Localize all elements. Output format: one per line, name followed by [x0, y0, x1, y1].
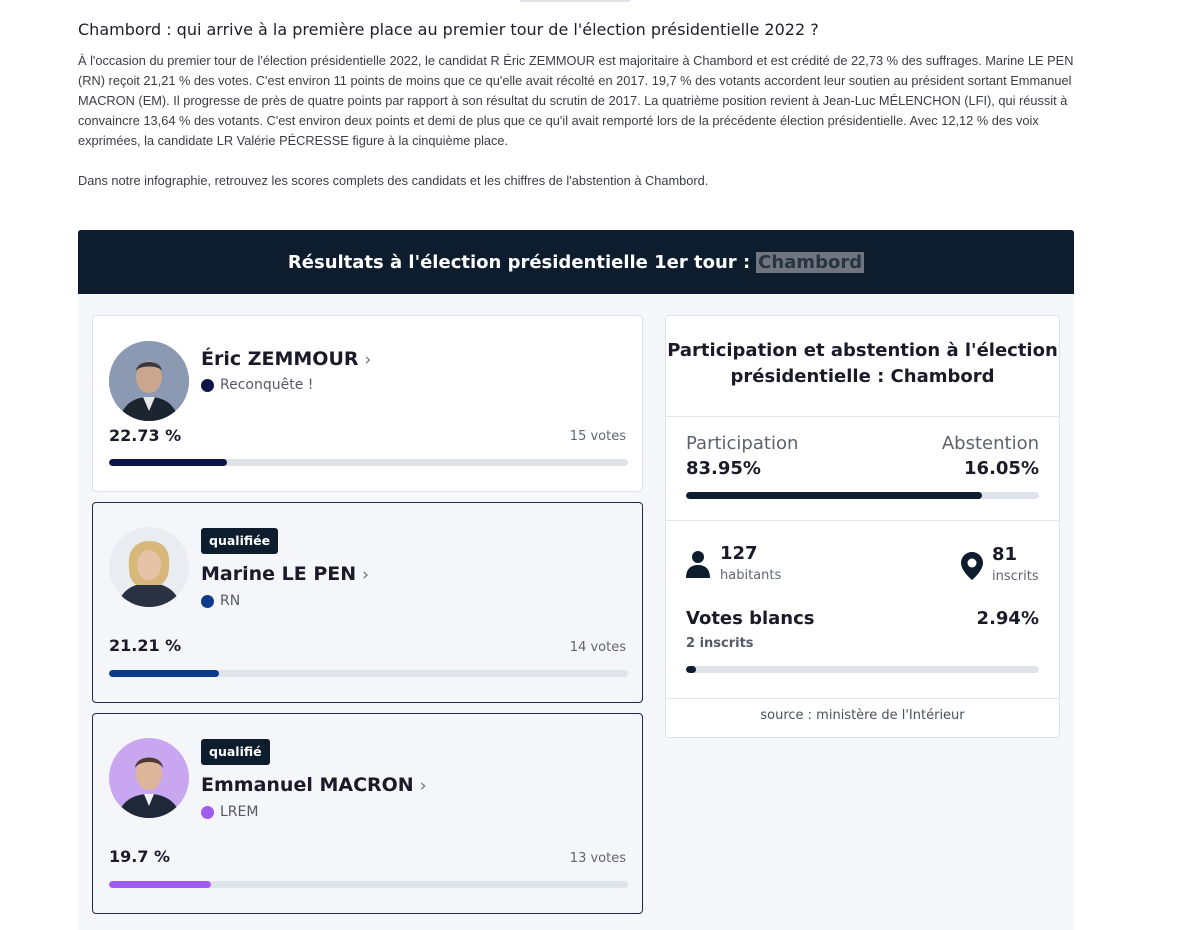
participation-bar-fill: [686, 492, 983, 499]
party-color-dot: [201, 805, 214, 819]
blank-votes-bar-fill: [686, 666, 697, 673]
candidate-percentage: 19.7 %: [109, 847, 171, 866]
abstention-value: 16.05%: [964, 458, 1039, 479]
source-note: source : ministère de l'Intérieur: [760, 708, 965, 723]
blank-votes-bar-track: [686, 666, 1039, 673]
participation-bar-track: [686, 492, 1039, 499]
participation-label: Participation: [686, 433, 799, 454]
chevron-right-icon: ›: [364, 350, 372, 370]
participation-value: 83.95%: [686, 458, 761, 479]
widget-header-title: Résultats à l'élection présidentielle 1e…: [287, 251, 751, 273]
article-paragraph: À l'occasion du premier tour de l'électi…: [78, 53, 1074, 148]
widget-header: Résultats à l'élection présidentielle 1e…: [78, 230, 1074, 294]
participation-panel: Participation et abstention à l'élection…: [665, 315, 1060, 738]
party-color-dot: [201, 378, 214, 392]
candidate-percentage: 21.21 %: [109, 636, 182, 655]
party-name: Reconquête !: [220, 377, 314, 393]
commune-name: Chambord: [756, 251, 865, 273]
blank-votes-inscrits: 2 inscrits: [686, 636, 754, 651]
candidate-party: Reconquête !: [201, 377, 313, 393]
location-pin-icon: [961, 552, 983, 580]
candidate-name: Emmanuel MACRON: [201, 774, 414, 796]
party-name: LREM: [220, 804, 259, 820]
top-divider: [520, 0, 630, 2]
party-name: RN: [220, 593, 241, 609]
score-bar-fill: [109, 670, 220, 677]
inscrits-count: 81: [992, 544, 1018, 565]
candidate-votes: 15 votes: [569, 429, 626, 444]
article-title: Chambord : qui arrive à la première plac…: [78, 20, 819, 39]
candidate-name-link[interactable]: Emmanuel MACRON ›: [201, 774, 427, 796]
candidate-photo: [109, 341, 189, 421]
candidate-name: Éric ZEMMOUR: [201, 348, 359, 370]
candidate-votes: 13 votes: [569, 851, 626, 866]
candidate-card[interactable]: Éric ZEMMOUR › Reconquête ! 22.73 % 15 vo…: [92, 315, 643, 492]
score-bar-fill: [109, 459, 227, 466]
divider: [666, 520, 1059, 521]
divider: [666, 416, 1059, 417]
habitants-label: habitants: [720, 568, 782, 583]
score-bar-track: [109, 670, 628, 677]
divider: [666, 698, 1059, 699]
qualified-badge: qualifié: [201, 739, 270, 765]
candidate-card[interactable]: qualifiée Marine LE PEN › RN 21.21 % 14 v…: [92, 502, 643, 703]
candidate-card[interactable]: qualifié Emmanuel MACRON › LREM 19.7 % 13…: [92, 713, 643, 914]
score-bar-track: [109, 881, 628, 888]
candidate-party: LREM: [201, 804, 258, 820]
candidate-votes: 14 votes: [569, 640, 626, 655]
blank-votes-title: Votes blancs: [686, 608, 815, 629]
qualified-badge: qualifiée: [201, 528, 279, 554]
person-icon: [686, 551, 710, 578]
article-paragraph: Dans notre infographie, retrouvez les sc…: [78, 173, 709, 188]
party-color-dot: [201, 594, 214, 608]
chevron-right-icon: ›: [419, 776, 427, 796]
chevron-right-icon: ›: [362, 565, 369, 585]
candidate-name-link[interactable]: Marine LE PEN ›: [201, 563, 369, 585]
results-widget: Résultats à l'élection présidentielle 1e…: [78, 230, 1074, 930]
score-bar-fill: [109, 881, 212, 888]
candidate-name-link[interactable]: Éric ZEMMOUR ›: [201, 348, 371, 370]
habitants-count: 127: [720, 543, 758, 564]
participation-title: Participation et abstention à l'élection…: [667, 340, 1058, 387]
candidate-photo: [109, 527, 189, 607]
candidate-percentage: 22.73 %: [109, 426, 182, 445]
candidate-photo: [109, 738, 189, 818]
inscrits-label: inscrits: [992, 569, 1039, 584]
candidate-name: Marine LE PEN: [201, 563, 357, 585]
candidate-party: RN: [201, 593, 240, 609]
blank-votes-percentage: 2.94%: [976, 608, 1039, 629]
abstention-label: Abstention: [941, 433, 1039, 454]
score-bar-track: [109, 459, 628, 466]
